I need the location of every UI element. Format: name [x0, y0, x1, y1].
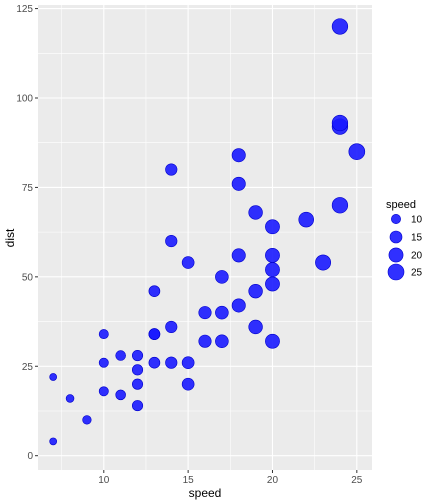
data-points: [2, 18, 366, 450]
legend-label-15: 15: [411, 233, 423, 244]
x-tick-label: 15: [183, 475, 195, 486]
legend-label-25: 25: [411, 268, 423, 279]
data-point: [348, 143, 366, 160]
data-point: [131, 400, 144, 412]
y-tick-label: 75: [22, 183, 34, 194]
x-tick-label: 20: [267, 475, 279, 486]
data-point: [98, 386, 109, 397]
y-tick-label: 125: [16, 4, 33, 15]
data-point: [181, 377, 195, 391]
data-point: [248, 283, 263, 299]
data-point: [148, 328, 161, 340]
legend-title: speed: [386, 199, 416, 211]
legend-key-10: [391, 214, 401, 224]
data-point: [298, 211, 314, 228]
legend-label-20: 20: [411, 251, 423, 262]
legend-key-15: [389, 230, 403, 244]
data-point: [331, 197, 349, 214]
data-point: [331, 18, 349, 35]
data-point: [115, 389, 126, 401]
data-point: [215, 305, 229, 320]
data-point: [198, 334, 212, 348]
data-point: [131, 378, 144, 390]
data-point: [265, 333, 280, 349]
data-point: [198, 306, 212, 320]
x-axis: 10 15 20 25: [98, 470, 363, 486]
data-point: [315, 254, 332, 271]
data-point: [165, 356, 178, 369]
data-point: [248, 205, 263, 220]
legend-key-20: [388, 247, 404, 263]
y-tick-label: 50: [22, 272, 34, 283]
data-point: [2, 419, 4, 421]
y-axis-title: dist: [3, 228, 17, 247]
data-point: [148, 285, 161, 297]
data-point: [131, 364, 144, 376]
grid-major: [38, 5, 372, 470]
size-legend: speed 10 15 20 25: [386, 199, 423, 281]
data-point: [82, 415, 92, 425]
y-axis: 0 25 50 75 100 125: [16, 4, 38, 462]
plot-panel: [38, 5, 372, 470]
data-point: [165, 235, 178, 248]
data-point: [215, 334, 229, 348]
data-point: [181, 256, 195, 269]
data-point: [131, 349, 144, 362]
data-point: [231, 248, 246, 263]
data-point: [65, 394, 75, 403]
grid-minor: [38, 5, 372, 470]
data-point: [165, 163, 178, 176]
data-point: [231, 176, 246, 191]
x-tick-label: 25: [351, 475, 363, 486]
x-tick-label: 10: [98, 475, 110, 486]
y-tick-label: 0: [27, 451, 33, 462]
x-axis-title: speed: [189, 486, 222, 500]
data-point: [331, 114, 349, 132]
y-tick-label: 100: [16, 94, 33, 105]
data-point: [2, 448, 4, 450]
data-point: [231, 148, 246, 163]
data-point: [265, 262, 280, 278]
data-point: [181, 356, 195, 370]
data-point: [265, 247, 280, 263]
legend-label-10: 10: [411, 215, 423, 226]
legend-key-25: [387, 263, 405, 281]
data-point: [165, 320, 178, 333]
data-point: [98, 357, 109, 368]
data-point: [215, 270, 229, 284]
data-point: [49, 437, 58, 446]
y-tick-label: 25: [22, 362, 34, 373]
data-point: [265, 276, 280, 292]
data-point: [98, 329, 109, 340]
data-point: [49, 373, 58, 381]
data-point: [248, 319, 263, 335]
data-point: [231, 298, 246, 313]
data-point: [148, 356, 161, 369]
data-point: [265, 219, 280, 235]
data-point: [115, 350, 126, 361]
